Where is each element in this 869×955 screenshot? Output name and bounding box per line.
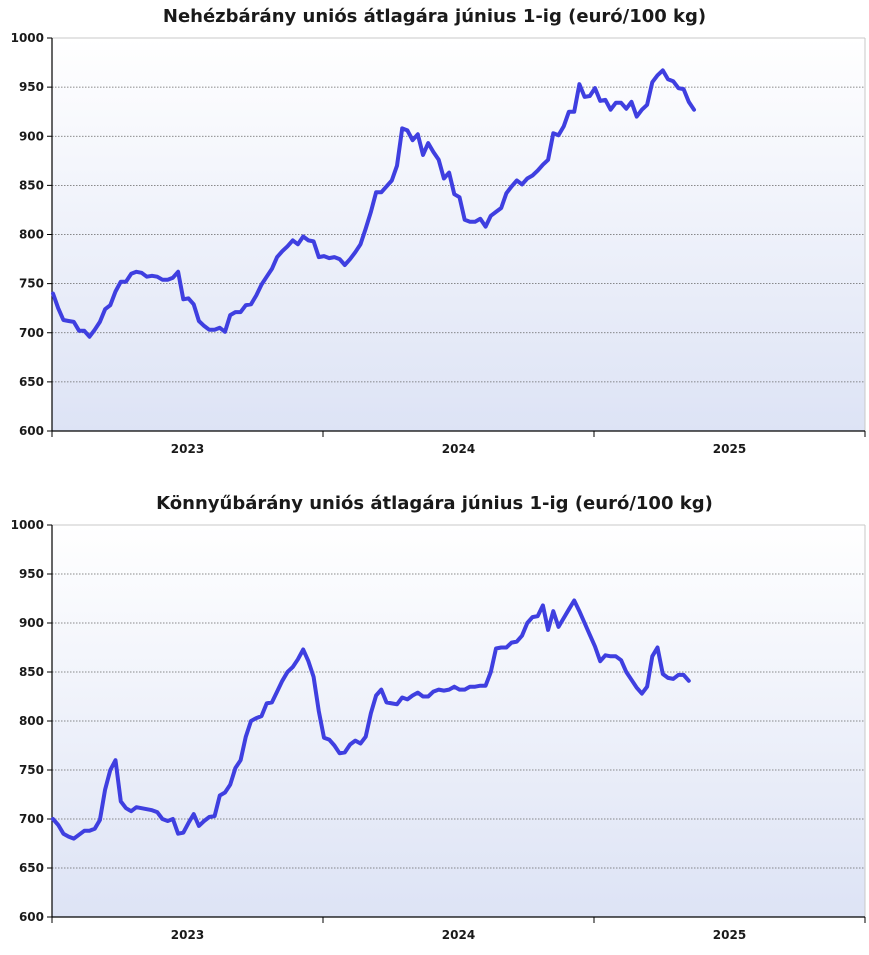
y-tick-label: 950	[19, 80, 44, 94]
y-tick-label: 950	[19, 567, 44, 581]
line-chart-heavy-lamb: 600 650 700 750 800 850 900 950 1000 2023 2024 2025	[11, 31, 866, 456]
y-tick-label: 800	[19, 714, 44, 728]
y-tick-label: 600	[19, 910, 44, 924]
y-tick-label: 1000	[11, 31, 44, 45]
series-line	[51, 68, 696, 339]
y-tick-label: 650	[19, 375, 44, 389]
chart-title: Nehézbárány uniós átlagára június 1-ig (…	[162, 6, 707, 27]
x-tick-label: 2024	[442, 442, 475, 456]
y-tick-label: 900	[19, 129, 44, 143]
y-tick-label: 700	[19, 812, 44, 826]
y-tick-label: 850	[19, 665, 44, 679]
x-tick-label: 2023	[171, 928, 204, 942]
x-tick-label: 2024	[442, 928, 475, 942]
y-tick-label: 900	[19, 616, 44, 630]
chart-light-lamb: Könnyűbárány uniós átlagára június 1-ig …	[0, 487, 869, 955]
y-tick-label: 650	[19, 861, 44, 875]
chart-heavy-lamb: Nehézbárány uniós átlagára június 1-ig (…	[0, 0, 869, 470]
y-tick-label: 1000	[11, 518, 44, 532]
y-tick-label: 750	[19, 277, 44, 291]
chart-title: Könnyűbárány uniós átlagára június 1-ig …	[156, 493, 713, 514]
x-tick-label: 2025	[713, 442, 746, 456]
x-tick-label: 2025	[713, 928, 746, 942]
y-tick-label: 850	[19, 178, 44, 192]
y-tick-label: 800	[19, 228, 44, 242]
series-line	[51, 598, 691, 841]
x-tick-label: 2023	[171, 442, 204, 456]
y-tick-label: 600	[19, 424, 44, 438]
y-tick-label: 750	[19, 763, 44, 777]
y-tick-label: 700	[19, 326, 44, 340]
line-chart-light-lamb: 600 650 700 750 800 850 900 950 1000 2023 2024 2025	[11, 518, 866, 942]
